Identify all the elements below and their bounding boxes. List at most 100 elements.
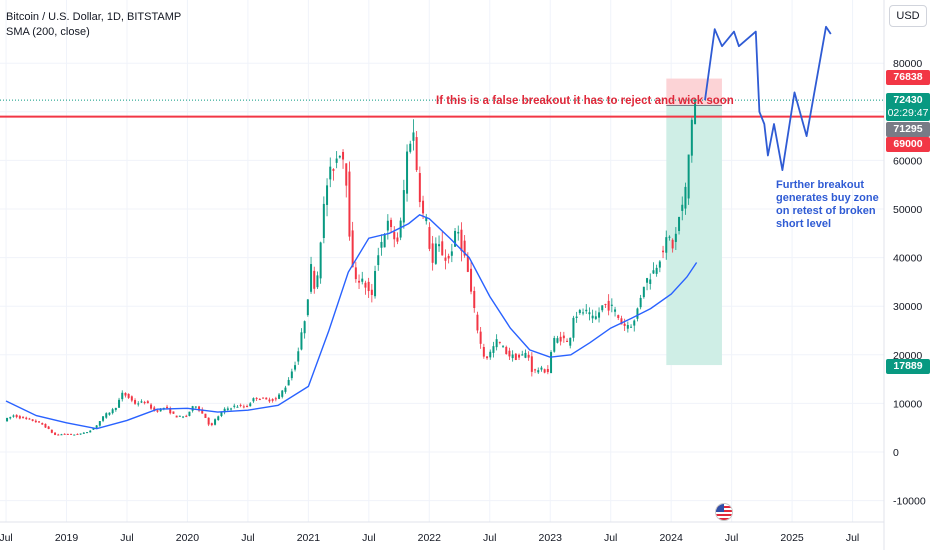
candle-body bbox=[172, 411, 175, 414]
candle-body bbox=[223, 408, 226, 413]
candle-body bbox=[265, 397, 268, 400]
candle-body bbox=[95, 425, 98, 428]
candle-body bbox=[236, 406, 239, 408]
candle-body bbox=[562, 335, 565, 339]
candle-body bbox=[466, 256, 469, 272]
candle-body bbox=[674, 233, 677, 242]
candle-body bbox=[278, 394, 281, 399]
candle-body bbox=[681, 204, 684, 211]
candle-body bbox=[396, 237, 399, 242]
candle-body bbox=[393, 231, 396, 240]
candle-body bbox=[47, 426, 50, 429]
candle-body bbox=[63, 433, 66, 435]
candle-body bbox=[41, 423, 44, 425]
candle-body bbox=[655, 267, 658, 274]
last-price-tag: 72430 02:29:47 bbox=[886, 93, 930, 121]
candle-body bbox=[220, 412, 223, 417]
us-flag-icon[interactable] bbox=[715, 503, 733, 521]
candle-body bbox=[73, 434, 76, 436]
candle-body bbox=[146, 401, 149, 404]
x-tick-label: Jul bbox=[604, 532, 617, 544]
candle-body bbox=[521, 354, 524, 356]
y-tick-label: 20000 bbox=[893, 350, 922, 362]
candle-body bbox=[169, 408, 172, 414]
candle-body bbox=[140, 401, 143, 403]
y-tick-label: 50000 bbox=[893, 204, 922, 216]
candle-body bbox=[543, 369, 546, 373]
candle-body bbox=[434, 243, 437, 264]
upper-target-tag: 76838 bbox=[886, 70, 930, 85]
candle-body bbox=[313, 270, 316, 289]
candle-body bbox=[233, 405, 236, 407]
indicator-label[interactable]: SMA (200, close) bbox=[6, 26, 90, 38]
candle-body bbox=[409, 143, 412, 152]
candle-body bbox=[620, 318, 623, 325]
candle-body bbox=[28, 418, 31, 420]
candle-body bbox=[546, 368, 549, 373]
candle-body bbox=[114, 407, 117, 410]
candle-body bbox=[383, 234, 386, 248]
candle-body bbox=[255, 397, 258, 399]
false-breakout-note[interactable]: If this is a false breakout it has to re… bbox=[436, 95, 734, 107]
further-breakout-note[interactable]: Further breakout generates buy zone on r… bbox=[776, 179, 879, 231]
candle-body bbox=[166, 406, 169, 409]
candle-body bbox=[188, 411, 191, 416]
y-tick-label: 10000 bbox=[893, 398, 922, 410]
candle-body bbox=[633, 320, 636, 326]
candle-body bbox=[489, 351, 492, 358]
candle-body bbox=[687, 154, 690, 199]
candle-body bbox=[207, 417, 210, 425]
candle-body bbox=[342, 151, 345, 160]
candle-body bbox=[194, 406, 197, 408]
candle-body bbox=[271, 399, 274, 401]
candle-body bbox=[610, 304, 613, 306]
candle-body bbox=[514, 353, 517, 360]
note-line: generates buy zone bbox=[776, 192, 879, 204]
candle-body bbox=[156, 410, 159, 412]
candle-body bbox=[214, 419, 217, 425]
candle-body bbox=[287, 379, 290, 386]
candle-body bbox=[540, 367, 543, 370]
chart-legend: Bitcoin / U.S. Dollar, 1D, BITSTAMP SMA … bbox=[6, 10, 181, 40]
candle-body bbox=[438, 244, 441, 247]
candle-body bbox=[585, 309, 588, 312]
candle-body bbox=[361, 278, 364, 282]
candle-body bbox=[105, 413, 108, 418]
candle-body bbox=[639, 297, 642, 308]
candle-body bbox=[444, 257, 447, 261]
candle-body bbox=[646, 278, 649, 283]
candle-body bbox=[534, 369, 537, 371]
candle-body bbox=[124, 392, 127, 396]
candle-body bbox=[338, 156, 341, 158]
candle-body bbox=[441, 241, 444, 256]
candle-body bbox=[351, 230, 354, 268]
candle-body bbox=[678, 216, 681, 231]
y-tick-label: 60000 bbox=[893, 155, 922, 167]
candle-body bbox=[127, 393, 130, 398]
candle-body bbox=[636, 308, 639, 319]
y-tick-label: -10000 bbox=[893, 496, 926, 508]
candle-body bbox=[316, 275, 319, 288]
candle-body bbox=[380, 241, 383, 248]
candle-body bbox=[182, 416, 185, 418]
candle-body bbox=[118, 399, 121, 408]
symbol-title[interactable]: Bitcoin / U.S. Dollar, 1D, BITSTAMP bbox=[6, 11, 182, 23]
candle-body bbox=[591, 315, 594, 319]
candle-body bbox=[550, 352, 553, 374]
currency-scale-button[interactable]: USD bbox=[889, 5, 927, 27]
candle-body bbox=[530, 356, 533, 372]
candle-body bbox=[665, 237, 668, 253]
candle-body bbox=[642, 286, 645, 298]
candle-body bbox=[98, 421, 101, 426]
candle-body bbox=[415, 137, 418, 171]
candle-body bbox=[374, 271, 377, 297]
candle-body bbox=[406, 151, 409, 194]
candle-body bbox=[425, 217, 428, 222]
candle-body bbox=[102, 416, 105, 421]
x-tick-label: Jul bbox=[0, 532, 13, 544]
candle-body bbox=[226, 408, 229, 410]
candle-body bbox=[66, 433, 69, 435]
candles-layer bbox=[6, 97, 697, 436]
x-tick-label: 2024 bbox=[659, 532, 683, 544]
